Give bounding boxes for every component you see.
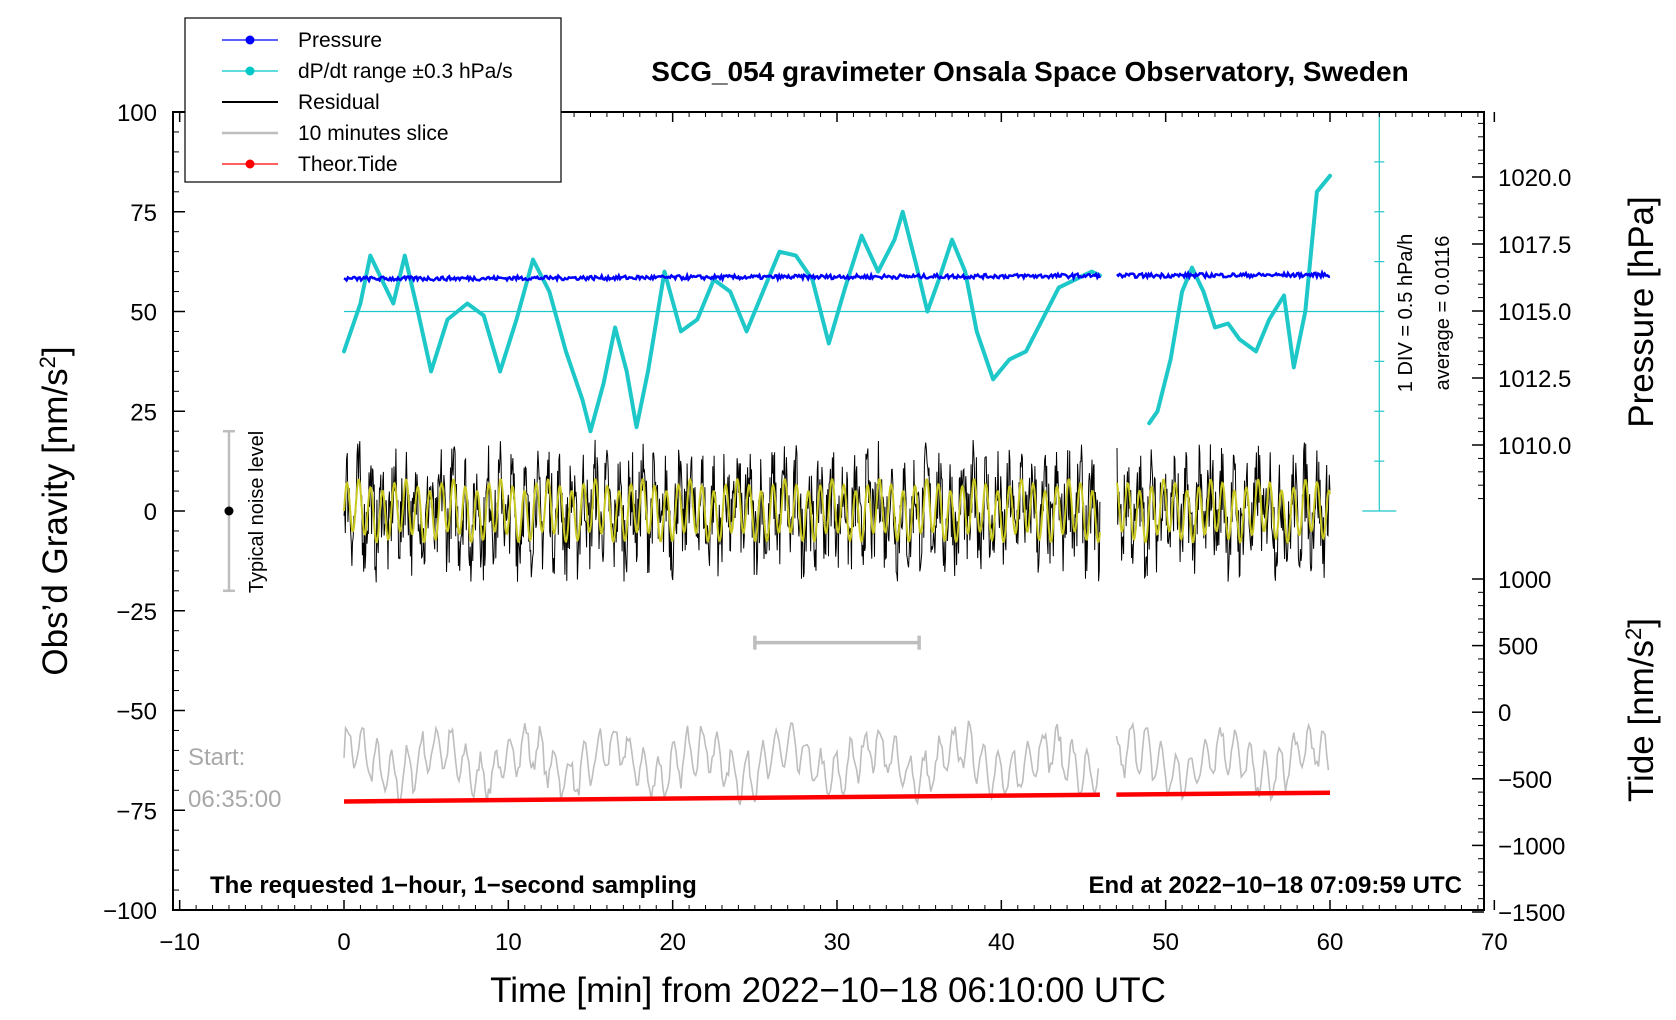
pressure-series	[343, 269, 1331, 284]
div-scale	[1362, 111, 1397, 512]
y-tick-label: 25	[130, 399, 157, 426]
div-label: 1 DIV = 0.5 hPa/h	[1395, 234, 1417, 392]
pressure-tick-label: 1010.0	[1498, 433, 1571, 460]
legend-marker	[245, 159, 255, 169]
tide-line-segment	[1116, 790, 1331, 797]
x-tick-label: 20	[659, 929, 686, 956]
tide-tick-label: −1500	[1498, 900, 1565, 927]
legend-label: Theor.Tide	[298, 153, 398, 176]
pressure-tick-label: 1012.5	[1498, 366, 1571, 393]
legend-box	[184, 17, 562, 183]
sampling-note: The requested 1−hour, 1−second sampling	[210, 872, 697, 899]
tide-series	[343, 790, 1331, 804]
axes: −10 0 10 20 30 40 50 60 70−100−75−50−25025507510…	[103, 100, 1571, 956]
y-tick-label: 0	[144, 499, 157, 526]
legend-marker	[245, 35, 255, 45]
legend-label: Residual	[298, 91, 380, 114]
residual-smoothed-series	[343, 478, 1331, 544]
y-tick-label: −75	[116, 798, 157, 825]
legend-label: Pressure	[298, 29, 382, 52]
chart-title: SCG_054 gravimeter Onsala Space Observat…	[651, 56, 1408, 87]
x-tick-label: 0	[337, 929, 350, 956]
y-tick-label: −25	[116, 599, 157, 626]
y-tick-label: 100	[117, 100, 157, 127]
x-axis-title: Time [min] from 2022−10−18 06:10:00 UTC	[490, 971, 1166, 1010]
pressure-axis-title: Pressure [hPa]	[1622, 196, 1661, 428]
x-tick-label: 60	[1317, 929, 1344, 956]
dpdt-series	[342, 173, 1332, 434]
slice-series	[343, 720, 1330, 806]
start-time: 06:35:00	[188, 786, 281, 813]
pressure-tick-label: 1017.5	[1498, 232, 1571, 259]
residual-smoothed-line	[343, 478, 1331, 544]
y-tick-label: −50	[116, 699, 157, 726]
tide-tick-label: 0	[1498, 700, 1511, 727]
x-tick-label: 50	[1152, 929, 1179, 956]
x-tick-label: 30	[824, 929, 851, 956]
x-tick-label: −10	[159, 929, 200, 956]
start-label: Start:	[188, 744, 245, 771]
tide-line-segment	[343, 792, 1100, 804]
pressure-tick-label: 1015.0	[1498, 299, 1571, 326]
x-tick-label: 10	[495, 929, 522, 956]
y-tick-label: −100	[103, 898, 157, 925]
tide-tick-label: −1000	[1498, 833, 1565, 860]
pressure-line	[343, 269, 1331, 284]
legend: Pressure dP/dt range ±0.3 hPa/s Residual 10…	[184, 17, 562, 183]
y-tick-label: 75	[130, 200, 157, 227]
annotations-graphics	[222, 429, 921, 650]
legend-label: 10 minutes slice	[298, 122, 449, 145]
legend-label: dP/dt range ±0.3 hPa/s	[298, 60, 513, 83]
noise-level-label: Typical noise level	[246, 431, 268, 593]
noise-level-dot	[224, 506, 234, 516]
tide-tick-label: 500	[1498, 634, 1538, 661]
pressure-tick-label: 1020.0	[1498, 165, 1571, 192]
legend-marker	[245, 66, 255, 76]
tide-axis-title: Tide [nm/s2]	[1621, 618, 1662, 802]
y-axis-title: Obs’d Gravity [nm/s2]	[35, 346, 76, 675]
y-tick-label: 50	[130, 300, 157, 327]
x-tick-label: 40	[988, 929, 1015, 956]
dpdt-line	[342, 173, 1332, 434]
average-label: average = 0.0116	[1432, 236, 1454, 391]
end-note: End at 2022−10−18 07:09:59 UTC	[1088, 872, 1462, 899]
slice-line	[343, 720, 1330, 806]
tide-tick-label: 1000	[1498, 567, 1551, 594]
x-tick-label: 70	[1481, 929, 1508, 956]
tide-tick-label: −500	[1498, 767, 1552, 794]
